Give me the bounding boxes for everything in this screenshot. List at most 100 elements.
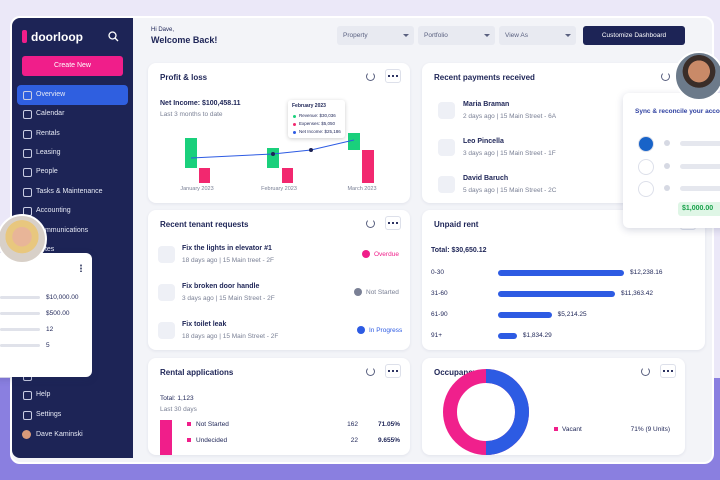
unpaid-value-label: $5,214.25 [557,311,587,318]
user-name[interactable]: Dave Kaminski [36,431,83,438]
card-title: Occupancy rate [434,368,495,377]
filter-dropdown[interactable] [499,26,576,45]
payment-name: David Baruch [463,175,509,182]
more-button[interactable] [385,364,401,378]
sync-bar [680,186,720,191]
nav-item[interactable]: Help [36,391,51,398]
request-detail: 18 days ago | 15 Main treet - 2F [182,257,275,264]
create-new-button[interactable] [22,56,123,76]
refresh-button[interactable] [366,72,375,81]
nav-icon [23,168,32,177]
legend-dot [554,427,558,431]
nav-icon [23,91,32,100]
more-button[interactable] [660,364,676,378]
refresh-button[interactable] [661,72,670,81]
refresh-button[interactable] [641,367,650,376]
apps-status: Undecided [196,437,228,444]
dropdown-arrow [403,34,409,40]
refresh-button[interactable] [366,219,375,228]
request-detail: 18 days ago | 15 Main Street - 2F [182,333,279,340]
nav-item[interactable]: Settings [36,411,62,418]
legend-value: 71% (9 Units) [630,426,670,433]
request-title[interactable]: Fix toilet leak [182,321,227,328]
nav-item[interactable]: Calendar [36,110,65,117]
request-title[interactable]: Fix broken door handle [182,283,260,290]
unpaid-category: 91+ [431,332,443,339]
side-bar [0,328,40,331]
side-more[interactable] [80,264,82,272]
sync-title: Sync & reconcile your acco [635,108,720,115]
nav-icon [23,188,32,197]
nav-item[interactable]: Notes [36,246,55,253]
filter-dropdown[interactable] [337,26,414,45]
unpaid-bar [498,333,517,339]
unpaid-total: Total: $30,650.12 [431,247,487,254]
card-title: Recent payments received [434,73,535,82]
filter-dropdown[interactable] [418,26,495,45]
user-avatar [22,430,31,439]
pl-chart [185,133,374,183]
apps-bullet [187,438,191,442]
apps-bullet [187,422,191,426]
nav-item[interactable]: Communications [36,227,89,234]
card [148,210,410,350]
nav-item[interactable]: Overview [36,91,66,98]
check-dot [664,163,670,169]
nav-item[interactable]: People [36,168,58,175]
create-new-label: Create New [54,62,91,69]
amount-badge [678,202,720,216]
welcome-title: Welcome Back! [151,35,218,45]
nav-icon [23,411,32,420]
unpaid-value-label: $12,238.16 [630,269,663,276]
apps-percent: 71.05% [377,421,400,428]
status-icon [362,250,370,258]
bank-icon [638,159,654,175]
dropdown-arrow [484,34,490,40]
side-value: $500.00 [46,310,70,317]
status-icon [357,326,365,334]
net-income: Net Income: $100,458.11 [160,100,241,107]
side-popup [0,253,92,377]
side-value: $10,000.00 [46,294,79,301]
unpaid-value-label: $1,834.29 [522,332,552,339]
period: Last 3 months to date [160,111,223,118]
occupancy-donut [443,369,529,455]
nav-item[interactable]: Accounting [36,207,71,214]
bank-icon [638,181,654,197]
customize-button[interactable] [583,26,685,45]
greeting: Hi Dave, [151,27,175,33]
request-detail: 3 days ago | 15 Main Street - 2F [182,295,275,302]
nav-icon [23,110,32,119]
search-icon[interactable] [108,31,119,42]
refresh-button[interactable] [366,367,375,376]
filter-label: Portfolio [424,32,448,39]
apps-percent: 9.655% [377,437,400,444]
logo: doorloop [31,30,83,44]
nav-item[interactable]: Tasks & Maintenance [36,188,103,195]
filter-label: View As [505,32,529,39]
customize-label: Customize Dashboard [601,32,667,39]
month-label: January 2023 [180,186,214,192]
side-value: 5 [46,342,50,349]
dropdown-arrow [565,34,571,40]
request-icon [158,284,175,301]
payment-icon [438,102,455,119]
tooltip [288,100,345,138]
tooltip-dot [293,115,296,118]
apps-count: 22 [350,437,358,444]
month-label: February 2023 [261,186,297,192]
side-bar [0,312,40,315]
request-title[interactable]: Fix the lights in elevator #1 [182,245,272,252]
tooltip-item: Expenses: $5,050 [299,121,336,126]
nav-item[interactable]: Leasing [36,149,61,156]
payment-icon [438,139,455,156]
status-label: Overdue [374,251,399,258]
card-title: Rental applications [160,368,234,377]
status-icon [354,288,362,296]
payment-detail: 2 days ago | 15 Main Street - 6A [463,113,557,120]
more-button[interactable] [385,216,401,230]
amount: $1,000.00 [682,205,714,212]
nav-item[interactable]: Rentals [36,130,60,137]
more-button[interactable] [385,69,401,83]
